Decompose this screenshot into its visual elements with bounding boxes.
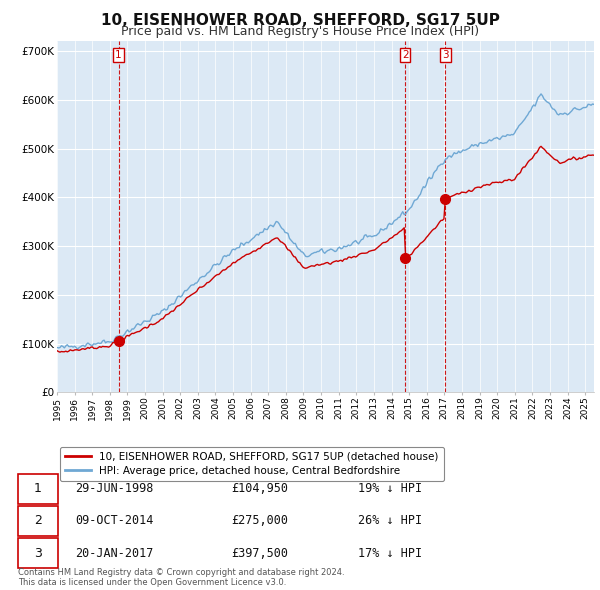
Text: £275,000: £275,000	[231, 514, 288, 527]
Text: 17% ↓ HPI: 17% ↓ HPI	[358, 546, 422, 559]
Text: 1: 1	[115, 50, 122, 60]
Text: 09-OCT-2014: 09-OCT-2014	[76, 514, 154, 527]
Text: £104,950: £104,950	[231, 482, 288, 495]
Text: 20-JAN-2017: 20-JAN-2017	[76, 546, 154, 559]
Text: 10, EISENHOWER ROAD, SHEFFORD, SG17 5UP: 10, EISENHOWER ROAD, SHEFFORD, SG17 5UP	[101, 13, 499, 28]
Legend: 10, EISENHOWER ROAD, SHEFFORD, SG17 5UP (detached house), HPI: Average price, de: 10, EISENHOWER ROAD, SHEFFORD, SG17 5UP …	[59, 447, 443, 481]
Text: 2: 2	[34, 514, 42, 527]
Text: 26% ↓ HPI: 26% ↓ HPI	[358, 514, 422, 527]
FancyBboxPatch shape	[18, 474, 58, 504]
Text: Contains HM Land Registry data © Crown copyright and database right 2024.
This d: Contains HM Land Registry data © Crown c…	[18, 568, 344, 587]
Text: 2: 2	[402, 50, 409, 60]
Text: 3: 3	[34, 546, 42, 559]
Text: Price paid vs. HM Land Registry's House Price Index (HPI): Price paid vs. HM Land Registry's House …	[121, 25, 479, 38]
Text: 3: 3	[442, 50, 449, 60]
FancyBboxPatch shape	[18, 506, 58, 536]
Text: £397,500: £397,500	[231, 546, 288, 559]
FancyBboxPatch shape	[18, 538, 58, 568]
Text: 29-JUN-1998: 29-JUN-1998	[76, 482, 154, 495]
Text: 1: 1	[34, 482, 42, 495]
Text: 19% ↓ HPI: 19% ↓ HPI	[358, 482, 422, 495]
